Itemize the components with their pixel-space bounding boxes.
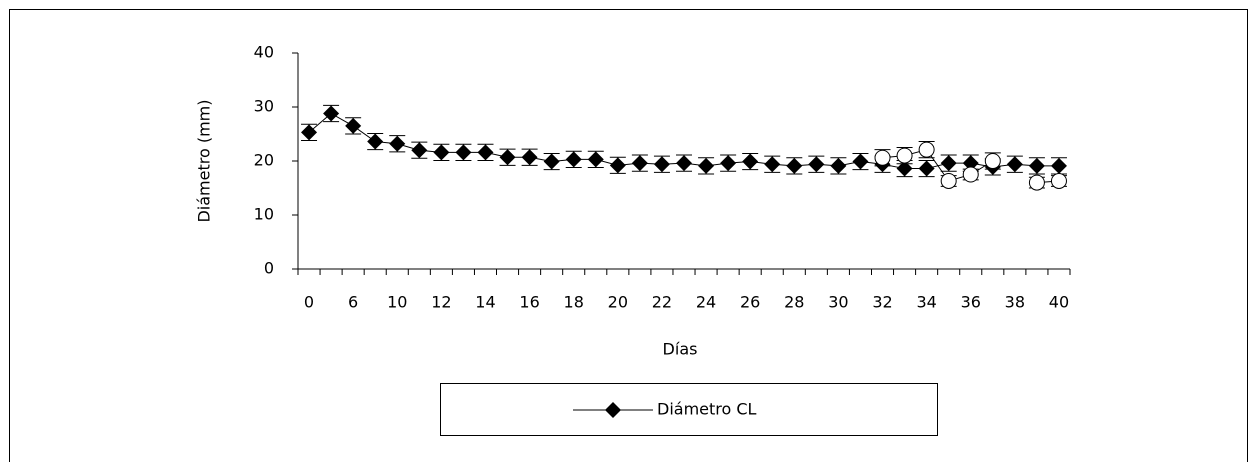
x-tick-label: 16 [519, 293, 539, 312]
point [940, 155, 957, 172]
y-tick-label: 20 [254, 151, 274, 170]
point [1028, 174, 1045, 191]
y-axis-label: Diámetro (mm) [195, 99, 214, 222]
point [367, 133, 384, 150]
point [764, 156, 781, 173]
point [565, 151, 582, 168]
point [609, 157, 626, 174]
x-tick-label: 24 [696, 293, 716, 312]
point [918, 160, 935, 177]
point [631, 155, 648, 172]
x-tick-label: 36 [961, 293, 981, 312]
point [323, 105, 340, 122]
x-tick-label: 34 [916, 293, 936, 312]
point [389, 135, 406, 152]
point [830, 157, 847, 174]
chart-border [9, 9, 1248, 462]
point [808, 156, 825, 173]
y-tick-label: 0 [264, 259, 274, 278]
x-tick-label: 0 [304, 293, 314, 312]
point [543, 153, 560, 170]
point [587, 151, 604, 168]
legend [440, 383, 938, 436]
point [411, 142, 428, 159]
x-tick-label: 28 [784, 293, 804, 312]
point [852, 153, 869, 170]
point [1050, 157, 1067, 174]
x-tick-label: 38 [1005, 293, 1025, 312]
point [742, 153, 759, 170]
x-tick-label: 6 [348, 293, 358, 312]
point [698, 157, 715, 174]
x-tick-label: 26 [740, 293, 760, 312]
point [301, 124, 318, 141]
point [874, 149, 891, 166]
point [653, 156, 670, 173]
point [433, 144, 450, 161]
point [1050, 172, 1067, 189]
point [720, 155, 737, 172]
point [786, 157, 803, 174]
point [896, 147, 913, 164]
x-tick-label: 20 [608, 293, 628, 312]
point [984, 153, 1001, 169]
x-tick-label: 40 [1049, 293, 1069, 312]
point [455, 144, 472, 161]
x-tick-label: 22 [652, 293, 672, 312]
point [962, 155, 979, 172]
point [477, 144, 494, 161]
y-tick-label: 30 [254, 97, 274, 116]
y-tick-label: 10 [254, 205, 274, 224]
x-tick-label: 14 [475, 293, 495, 312]
legend-label: Diámetro CL [657, 400, 757, 419]
point [345, 117, 362, 134]
y-tick-label: 40 [254, 43, 274, 62]
x-tick-label: 18 [564, 293, 584, 312]
point [1006, 156, 1023, 173]
point [918, 141, 935, 158]
point [676, 155, 692, 172]
point [896, 160, 913, 177]
x-tick-label: 30 [828, 293, 848, 312]
x-tick-label: 12 [431, 293, 451, 312]
x-tick-label: 10 [387, 293, 407, 312]
point [1028, 157, 1045, 174]
point [521, 149, 538, 166]
x-axis-label: Días [663, 340, 698, 359]
point [499, 149, 516, 166]
x-tick-label: 32 [872, 293, 892, 312]
legend-marker [605, 402, 621, 418]
point [962, 166, 979, 183]
point [940, 172, 957, 189]
